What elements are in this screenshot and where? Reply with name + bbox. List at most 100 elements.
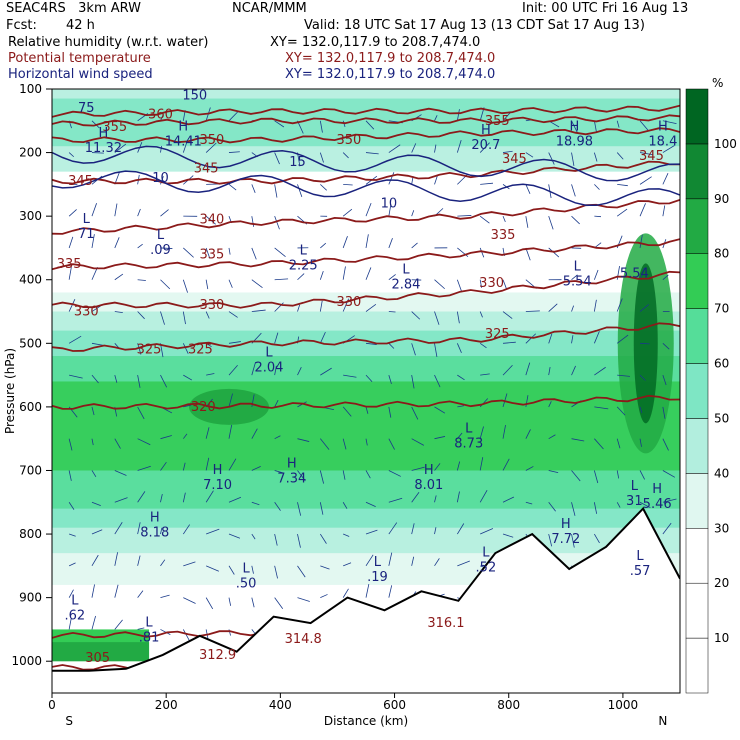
wind-vector [639, 176, 652, 185]
wind-vector [388, 497, 403, 503]
wind-vector [182, 279, 188, 293]
wind-vector [662, 145, 675, 153]
wind-vector [502, 112, 511, 122]
wind-vector [228, 393, 233, 407]
wind-vector [593, 331, 600, 344]
wind-vector [251, 465, 261, 471]
theta-contour [52, 127, 680, 144]
wind-vector [365, 406, 369, 414]
wind-vector [388, 438, 395, 450]
wind-vector [571, 438, 585, 442]
colorbar-tick-label: 70 [714, 302, 729, 316]
hi-lo-marker: H [652, 482, 662, 497]
init-label: Init: 00 UTC Fri 16 Aug 13 [522, 1, 689, 16]
wind-vector [365, 120, 375, 130]
wind-vector [182, 311, 186, 325]
wind-vector [662, 438, 669, 451]
rh-band [52, 642, 150, 662]
hi-lo-value: 71 [78, 227, 95, 242]
theta-label: 325 [485, 327, 510, 342]
wind-vector [640, 342, 650, 345]
wind-vector [456, 109, 460, 121]
wind-vector [343, 183, 353, 186]
y-tick-label: 600 [19, 400, 42, 414]
wind-vector [662, 343, 670, 350]
wind-vector [319, 331, 326, 344]
hi-lo-marker: H [424, 463, 434, 478]
wind-vector [274, 435, 281, 440]
colorbar-tick-label: 100 [714, 137, 737, 151]
wind-contour [52, 145, 680, 182]
wind-vector [639, 501, 651, 509]
wind-vector [639, 152, 654, 156]
wind-vector [114, 203, 118, 217]
hi-lo-value: 7.72 [551, 532, 580, 547]
north-label: N [658, 714, 667, 728]
hi-lo-value: 8.01 [414, 478, 443, 493]
theta-contour [52, 394, 680, 410]
wind-vector [183, 247, 194, 258]
wind-vector [434, 527, 437, 535]
wind-vector [548, 470, 559, 474]
wind-vector [411, 242, 418, 249]
colorbar-bin [685, 363, 709, 419]
wind-vector [662, 406, 666, 419]
wind-vector [388, 522, 398, 535]
wind-vector [343, 374, 357, 378]
wind-vector [68, 335, 82, 344]
theta-label: 335 [491, 228, 516, 243]
hi-lo-value: 14.41 [165, 135, 202, 150]
wind-vector [182, 140, 188, 153]
colorbar-bin [685, 253, 709, 309]
hi-lo-marker: L [631, 479, 639, 494]
wind-vector [182, 462, 186, 471]
wind-vector [617, 374, 630, 377]
wind-vector [114, 143, 127, 153]
wind-vector [616, 120, 620, 128]
wind-vector [137, 491, 146, 503]
wind-vector [320, 184, 327, 191]
wind-vector [182, 492, 186, 503]
wind-vector [274, 278, 289, 281]
wind-vector [434, 463, 441, 471]
wind-vector [205, 311, 210, 319]
y-tick-label: 100 [19, 82, 42, 96]
wind-vector [160, 527, 163, 535]
hi-lo-value: .50 [236, 577, 257, 592]
wind-vector [662, 205, 666, 217]
wind-vector [502, 311, 513, 319]
wind-vector [617, 183, 628, 187]
wind-vector [68, 438, 73, 451]
wind-vector [502, 458, 510, 471]
wind-vector [479, 247, 485, 258]
hi-lo-marker: L [157, 228, 165, 243]
wind-vector [91, 470, 97, 478]
wind-vector [160, 559, 166, 567]
theta-label: 325 [137, 343, 162, 358]
wind-vector [228, 247, 231, 255]
wind-vector [388, 204, 392, 217]
colorbar-tick-label: 90 [714, 192, 729, 206]
wind-vector [160, 374, 168, 388]
colorbar-bin [685, 418, 709, 474]
wind-label: 10 [152, 171, 169, 186]
colorbar-bin [685, 308, 709, 364]
wind-vector [114, 522, 123, 535]
hi-lo-marker: L [300, 244, 308, 259]
y-tick-label: 200 [19, 146, 42, 160]
field-theta-xy: XY= 132.0,117.9 to 208.7,474.0 [285, 51, 496, 66]
wind-vector [205, 565, 219, 572]
wind-vector [365, 304, 377, 312]
wind-vector [137, 555, 141, 566]
wind-vector [434, 436, 446, 440]
wind-vector [319, 270, 324, 280]
wind-vector [228, 496, 242, 503]
theta-contour [52, 160, 680, 185]
wind-vector [228, 311, 238, 318]
wind-vector [114, 552, 118, 566]
x-tick-label: 200 [155, 698, 178, 712]
wind-vector [297, 565, 306, 578]
wind-vector [548, 303, 558, 312]
wind-vector [114, 374, 118, 383]
wind-vector [137, 311, 145, 320]
